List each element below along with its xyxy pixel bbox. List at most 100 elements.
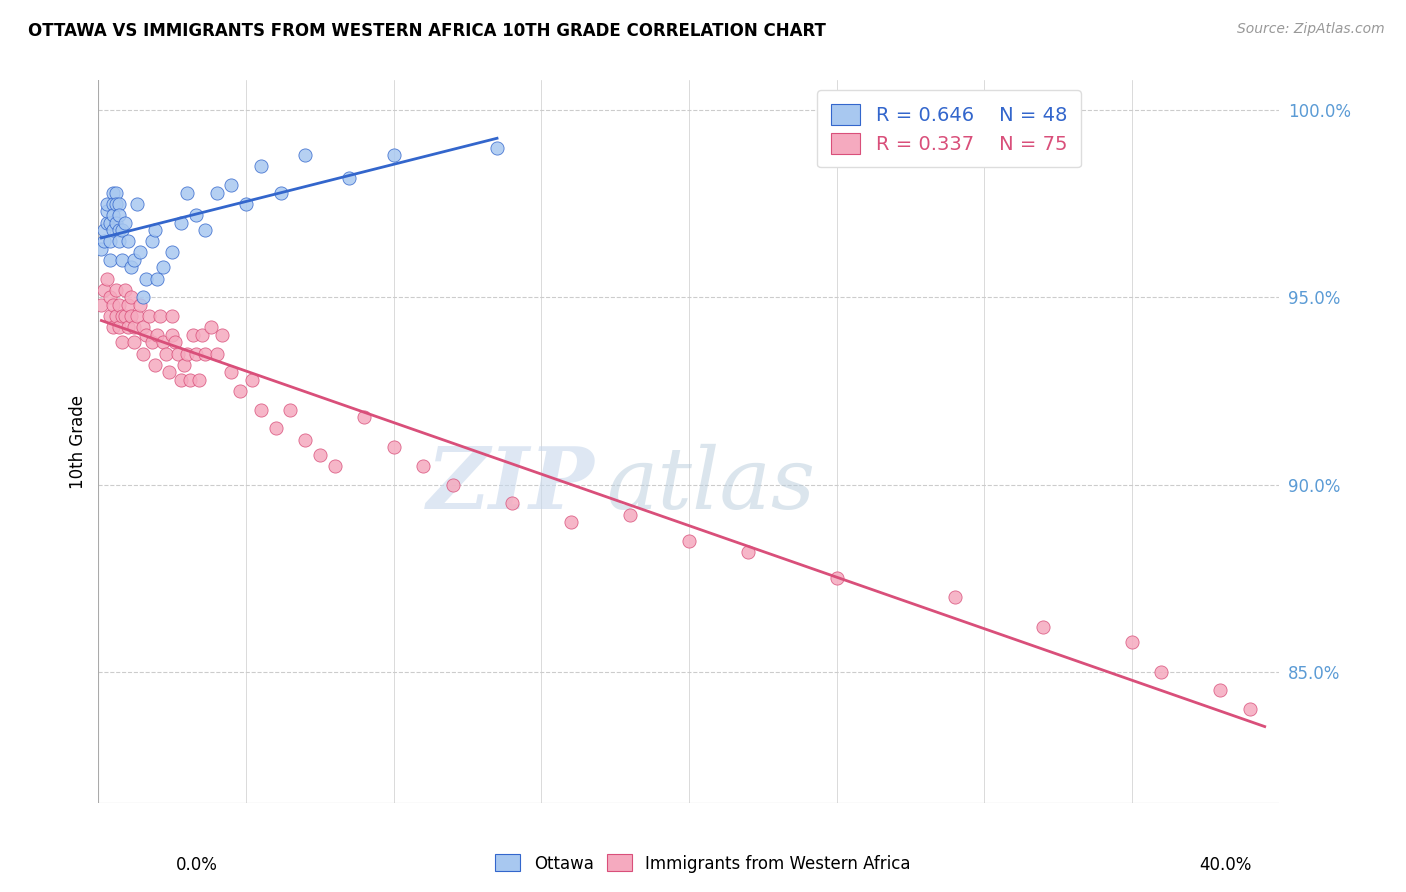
Point (90, 298, 112, 312)
Point (105, 283, 128, 297)
Point (184, 208, 207, 222)
Point (152, 335, 174, 350)
Point (93, 223, 115, 237)
Point (1032, 620, 1054, 634)
Point (170, 373, 193, 387)
Point (108, 234, 131, 248)
Point (323, 458, 346, 473)
Point (108, 320, 131, 334)
Point (1209, 683, 1232, 698)
Point (143, 358, 166, 372)
Point (120, 290, 142, 304)
Point (103, 223, 125, 237)
Point (294, 433, 316, 447)
Text: ZIP: ZIP (426, 443, 595, 526)
Point (108, 223, 131, 237)
Point (486, 141, 509, 155)
Point (128, 245, 150, 260)
Point (98, 309, 121, 323)
Point (117, 234, 139, 248)
Point (181, 327, 204, 342)
Point (108, 196, 131, 211)
Point (114, 309, 136, 323)
Point (165, 335, 187, 350)
Point (103, 186, 125, 200)
Point (98, 252, 121, 267)
Point (353, 410, 375, 425)
Point (132, 320, 155, 334)
Point (1150, 665, 1173, 679)
Point (103, 298, 125, 312)
Point (122, 252, 145, 267)
Point (229, 384, 252, 398)
Text: 0.0%: 0.0% (176, 856, 218, 874)
Point (157, 365, 180, 379)
Point (117, 320, 139, 334)
Point (103, 320, 125, 334)
Point (108, 298, 131, 312)
Text: OTTAWA VS IMMIGRANTS FROM WESTERN AFRICA 10TH GRADE CORRELATION CHART: OTTAWA VS IMMIGRANTS FROM WESTERN AFRICA… (28, 22, 825, 40)
Point (125, 309, 148, 323)
Point (176, 346, 198, 360)
Point (105, 196, 128, 211)
Point (162, 327, 183, 342)
Point (382, 148, 405, 162)
Point (105, 186, 128, 200)
Point (235, 196, 257, 211)
Point (194, 346, 217, 360)
Point (412, 458, 434, 473)
Point (125, 196, 148, 211)
Point (135, 271, 157, 285)
Point (221, 178, 243, 193)
Point (138, 309, 160, 323)
Point (162, 245, 183, 260)
Point (560, 515, 582, 529)
Point (167, 346, 190, 360)
Point (108, 208, 131, 222)
Point (250, 160, 273, 174)
Point (678, 533, 700, 548)
Text: atlas: atlas (606, 443, 815, 526)
Point (141, 234, 163, 248)
Point (162, 309, 183, 323)
Text: Source: ZipAtlas.com: Source: ZipAtlas.com (1237, 22, 1385, 37)
Point (96, 215, 118, 229)
Legend: R = 0.646    N = 48, R = 0.337    N = 75: R = 0.646 N = 48, R = 0.337 N = 75 (817, 90, 1081, 168)
Point (93, 283, 115, 297)
Point (128, 298, 150, 312)
Point (105, 215, 128, 229)
Point (132, 346, 155, 360)
Point (339, 170, 361, 185)
Point (825, 571, 848, 585)
Point (200, 320, 222, 334)
Text: 40.0%: 40.0% (1199, 856, 1251, 874)
Point (309, 448, 332, 462)
Point (382, 440, 405, 454)
Point (141, 335, 163, 350)
Point (122, 335, 145, 350)
Point (93, 234, 115, 248)
Point (194, 223, 217, 237)
Point (90, 242, 112, 256)
Point (98, 290, 121, 304)
Point (149, 309, 172, 323)
Point (179, 373, 201, 387)
Y-axis label: 10th Grade: 10th Grade (69, 394, 87, 489)
Point (111, 335, 134, 350)
Point (114, 283, 136, 297)
Point (146, 271, 169, 285)
Point (191, 327, 214, 342)
Point (280, 402, 302, 417)
Point (146, 327, 169, 342)
Point (173, 358, 195, 372)
Point (111, 223, 134, 237)
Point (270, 186, 292, 200)
Point (117, 298, 139, 312)
Point (441, 477, 464, 491)
Point (98, 215, 121, 229)
Point (737, 545, 759, 559)
Point (619, 508, 641, 522)
Point (135, 327, 157, 342)
Point (205, 186, 228, 200)
Point (111, 252, 134, 267)
